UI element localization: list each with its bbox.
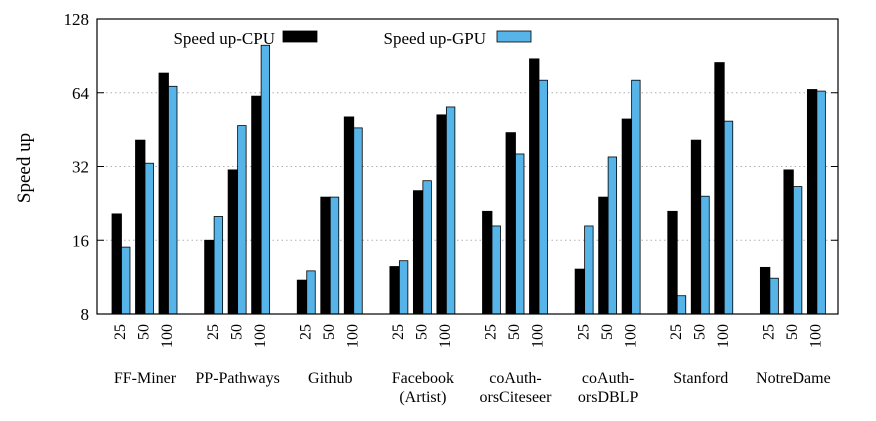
bar-cpu (227, 169, 239, 315)
legend-swatch (496, 30, 532, 43)
x-sublabel: 25 (668, 324, 685, 340)
bar-cpu (714, 62, 725, 315)
bar-cpu (296, 279, 308, 315)
x-sublabel: 50 (599, 324, 616, 340)
x-sublabel: 25 (390, 324, 407, 340)
bar-gpu (676, 295, 687, 315)
bar-cpu (759, 266, 771, 315)
bar-gpu (121, 246, 131, 315)
bar-gpu (237, 125, 247, 315)
bars (111, 44, 826, 315)
bar-cpu (158, 72, 169, 315)
x-category-label: NotreDame (756, 370, 831, 387)
bar-gpu (329, 196, 340, 315)
x-sublabel: 100 (530, 324, 547, 348)
x-sublabel: 25 (483, 324, 500, 340)
x-sublabel: 100 (437, 324, 454, 348)
y-axis-ticks: 8 16 32 64 128 (64, 10, 838, 324)
x-sublabel: 25 (112, 324, 129, 340)
y-tick-label: 8 (81, 305, 90, 324)
legend-swatch (282, 30, 318, 43)
bar-cpu (529, 58, 540, 315)
bar-gpu (353, 127, 363, 315)
bar-gpu (700, 195, 710, 315)
bar-gpu (213, 216, 224, 315)
x-sublabel: 100 (715, 324, 732, 348)
x-sublabel: 50 (784, 324, 801, 340)
bar-gpu (260, 44, 271, 315)
bar-gpu (538, 79, 548, 315)
x-category-label: Facebook (392, 370, 454, 387)
x-sublabel: 100 (808, 324, 825, 348)
bar-gpu (144, 162, 154, 315)
bar-cpu (690, 139, 702, 315)
x-sublabel: 50 (691, 324, 708, 340)
x-sublabel: 25 (205, 324, 222, 340)
x-sublabel: 25 (761, 324, 778, 340)
x-category-label: coAuth- (489, 370, 541, 387)
x-sublabel: 50 (414, 324, 431, 340)
x-sublabel: 25 (297, 324, 314, 340)
bar-gpu (398, 260, 409, 315)
bar-cpu (505, 132, 516, 315)
x-category-label: orsCiteseer (480, 389, 553, 406)
bar-cpu (412, 190, 424, 315)
x-sublabel: 100 (622, 324, 639, 348)
y-tick-label: 16 (72, 231, 89, 250)
bar-gpu (816, 90, 826, 315)
x-sublabel: 25 (575, 324, 592, 340)
x-category-label: Stanford (673, 370, 728, 387)
x-sublabel: 100 (252, 324, 269, 348)
x-sublabel: 50 (321, 324, 338, 340)
bar-gpu (422, 180, 432, 315)
bar-gpu (306, 270, 316, 315)
bar-gpu (168, 85, 178, 315)
x-category-label: (Artist) (399, 389, 446, 406)
bar-gpu (491, 225, 501, 315)
y-axis-title: Speed up (14, 133, 35, 203)
y-tick-label: 64 (72, 84, 90, 103)
x-sublabel: 100 (344, 324, 361, 348)
y-tick-label: 128 (64, 10, 90, 29)
bar-gpu (769, 277, 779, 315)
x-sublabel: 100 (159, 324, 176, 348)
bar-cpu (343, 116, 355, 315)
x-axis-labels: 25 50 100 FF-Miner 25 50 100 PP-Pathways 25 50 100… (112, 324, 831, 406)
bar-gpu (445, 106, 456, 315)
x-category-label: Github (308, 370, 352, 387)
bar-cpu (806, 89, 818, 315)
bar-cpu (389, 266, 400, 315)
bar-cpu (482, 210, 493, 315)
bar-cpu (111, 213, 122, 315)
bar-cpu (204, 239, 215, 315)
bar-gpu (515, 153, 525, 315)
x-category-label: coAuth- (582, 370, 634, 387)
legend-label: Speed up-CPU (173, 29, 275, 48)
bar-cpu (783, 169, 794, 315)
bar-cpu (251, 95, 262, 315)
x-sublabel: 50 (506, 324, 523, 340)
bar-gpu (607, 156, 618, 315)
bar-cpu (436, 114, 447, 315)
x-category-label: orsDBLP (578, 389, 639, 406)
legend-label: Speed up-GPU (384, 29, 486, 48)
x-sublabel: 50 (136, 324, 153, 340)
x-category-label: PP-Pathways (195, 370, 279, 387)
bar-gpu (631, 79, 641, 315)
x-category-label: FF-Miner (114, 370, 177, 387)
bar-cpu (574, 268, 586, 315)
bar-gpu (584, 225, 594, 315)
y-tick-label: 32 (72, 158, 89, 177)
bar-cpu (621, 118, 633, 315)
bar-gpu (723, 120, 734, 315)
bar-cpu (320, 196, 331, 315)
x-sublabel: 50 (228, 324, 245, 340)
legend: Speed up-CPU Speed up-GPU (173, 29, 532, 48)
bar-cpu (135, 139, 146, 315)
bar-cpu (667, 210, 678, 315)
bar-cpu (598, 196, 609, 315)
bar-gpu (792, 186, 803, 315)
